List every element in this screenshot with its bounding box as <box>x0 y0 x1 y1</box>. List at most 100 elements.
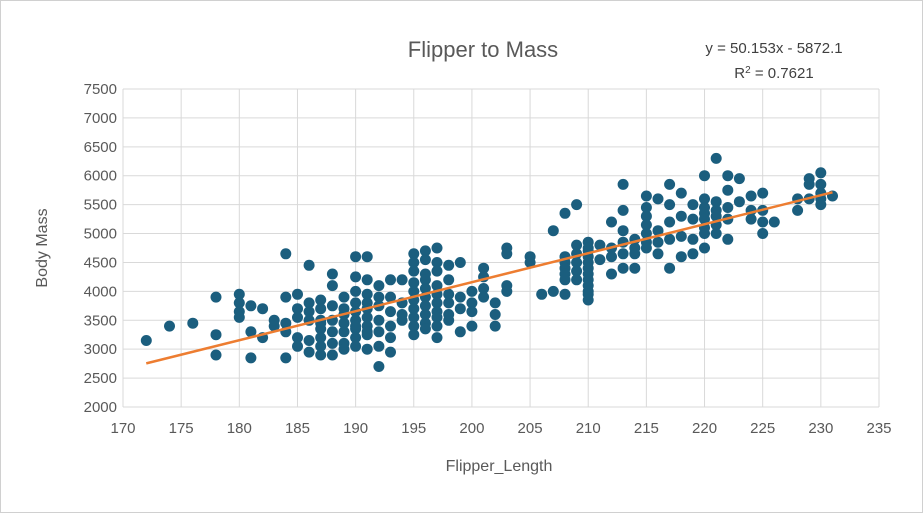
data-point <box>640 219 652 231</box>
data-point <box>687 213 699 225</box>
data-point <box>373 340 385 352</box>
data-point <box>245 300 257 312</box>
data-point <box>559 207 571 219</box>
data-point <box>280 317 292 329</box>
data-point <box>385 306 396 318</box>
data-point <box>489 320 501 332</box>
x-tick-label: 205 <box>518 420 543 437</box>
data-point <box>443 314 455 326</box>
data-point <box>559 274 571 286</box>
data-point <box>419 283 431 294</box>
data-point <box>803 178 815 190</box>
data-point <box>303 297 315 309</box>
data-point <box>210 291 222 303</box>
data-point <box>350 251 362 263</box>
data-point <box>687 248 699 260</box>
x-tick-label: 175 <box>169 420 194 437</box>
r-squared-r: R <box>734 65 745 82</box>
data-point <box>280 248 292 260</box>
data-point <box>326 268 338 280</box>
x-tick-label: 180 <box>227 420 252 437</box>
data-point <box>431 332 443 344</box>
y-tick-label: 2000 <box>84 399 117 416</box>
data-point <box>722 233 734 245</box>
data-point <box>338 343 350 355</box>
data-point <box>606 251 617 263</box>
data-point <box>408 311 420 323</box>
data-point <box>315 294 327 306</box>
r-squared-value: = 0.7621 <box>751 65 814 82</box>
x-tick-label: 190 <box>343 420 368 437</box>
y-axis-ticks: 2000 2500 3000 3500 4000 4500 5000 5500 6000 6500… <box>84 81 117 416</box>
data-point <box>478 283 490 294</box>
y-tick-label: 4000 <box>84 283 117 300</box>
data-point <box>454 326 466 338</box>
x-tick-label: 200 <box>459 420 484 437</box>
data-point <box>292 332 303 344</box>
data-point <box>315 349 327 361</box>
data-point <box>687 199 699 211</box>
data-point <box>640 190 652 202</box>
trendline-equation: y = 50.153x - 5872.1 <box>705 40 842 57</box>
data-point <box>326 280 338 292</box>
data-point <box>501 285 513 297</box>
data-point <box>233 297 245 309</box>
x-tick-label: 185 <box>285 420 310 437</box>
data-point <box>501 248 513 260</box>
x-tick-label: 210 <box>576 420 601 437</box>
data-point <box>745 213 757 225</box>
data-point <box>396 274 408 286</box>
data-point <box>547 285 559 297</box>
data-point <box>594 239 606 251</box>
data-point <box>338 326 350 338</box>
data-point <box>350 285 362 297</box>
data-point <box>768 216 780 228</box>
data-point <box>699 228 710 239</box>
data-point <box>652 193 664 205</box>
data-point <box>675 210 687 222</box>
data-point <box>710 228 722 239</box>
data-point <box>757 228 769 239</box>
data-point <box>629 248 641 260</box>
data-point <box>466 285 478 297</box>
gridlines <box>122 88 880 408</box>
data-point <box>640 210 652 222</box>
data-point <box>303 346 315 358</box>
data-point <box>722 184 734 196</box>
data-point <box>640 228 652 239</box>
data-point <box>454 303 466 315</box>
data-point <box>687 233 699 245</box>
r-squared-sup: 2 <box>745 65 751 76</box>
y-tick-label: 6000 <box>84 168 117 185</box>
data-point <box>257 303 269 315</box>
data-point <box>699 170 710 182</box>
data-point <box>233 288 245 300</box>
data-point <box>675 251 687 263</box>
data-point <box>617 178 629 190</box>
data-point <box>326 337 338 349</box>
data-point <box>664 262 676 274</box>
data-point <box>315 332 327 344</box>
y-tick-label: 7500 <box>84 81 117 98</box>
data-point <box>315 340 327 352</box>
data-point <box>361 274 373 286</box>
r-squared-label: R2 = 0.7621 <box>734 65 813 83</box>
data-point <box>571 257 583 268</box>
data-point <box>373 280 385 292</box>
data-point <box>815 199 827 211</box>
data-point <box>338 291 350 303</box>
data-point <box>268 314 280 326</box>
data-point <box>722 170 734 182</box>
data-point <box>350 271 362 283</box>
data-point <box>571 239 583 251</box>
data-point <box>617 262 629 274</box>
data-point <box>710 210 722 222</box>
data-point <box>699 242 710 254</box>
y-tick-label: 7000 <box>84 110 117 127</box>
data-point <box>478 291 490 303</box>
data-point <box>640 242 652 254</box>
data-point <box>140 335 152 346</box>
data-point <box>385 274 396 286</box>
data-point <box>396 314 408 326</box>
data-point <box>733 196 745 208</box>
